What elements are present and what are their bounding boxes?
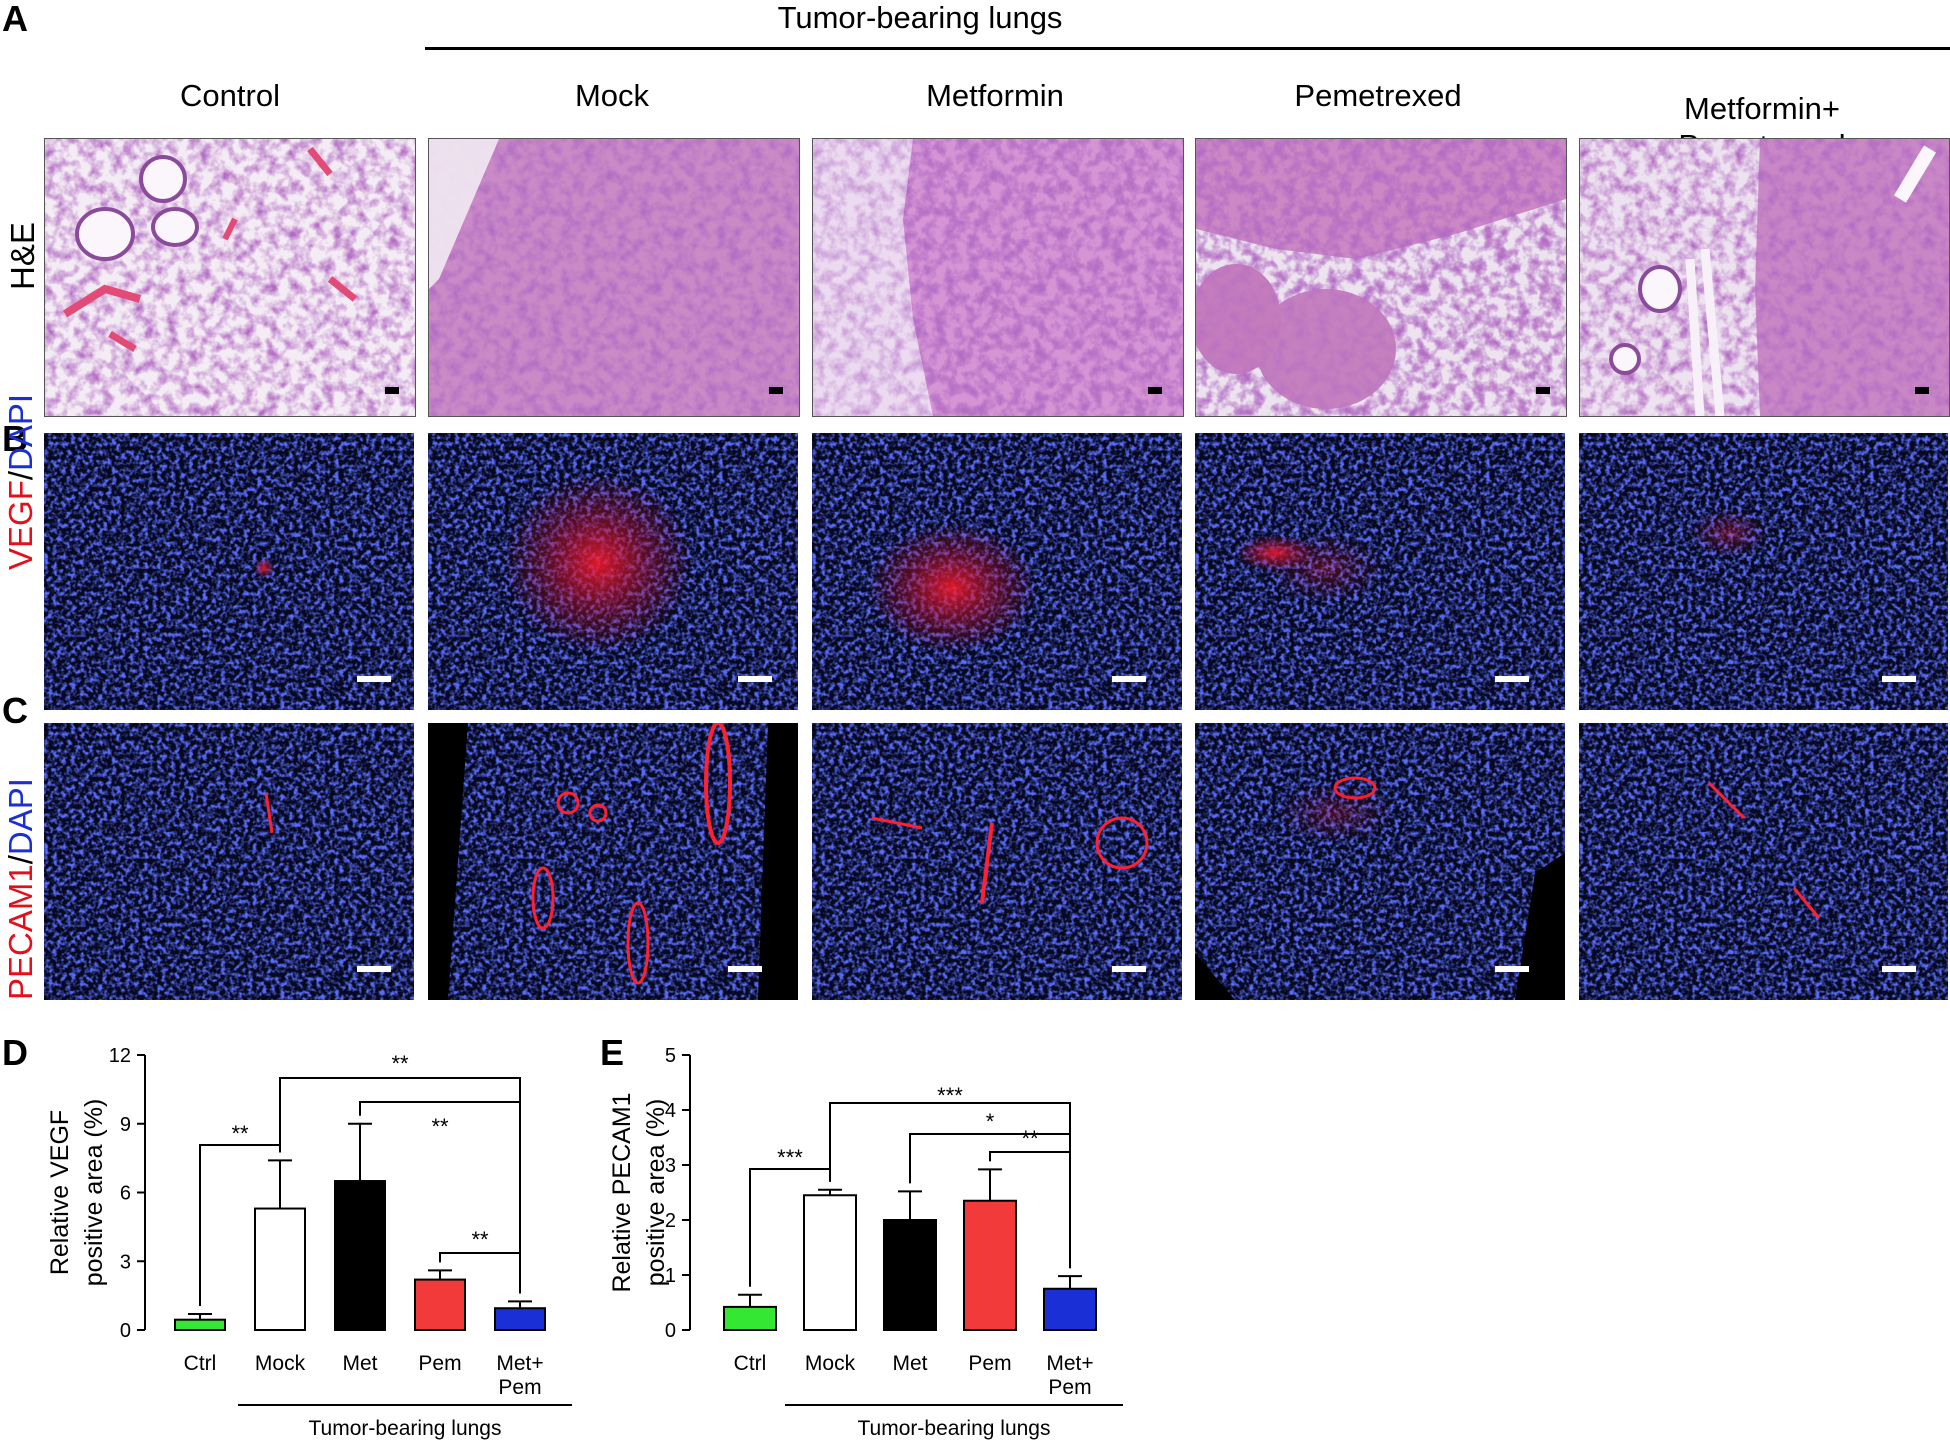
bar xyxy=(963,1199,1017,1331)
pecam1-marker-label: PECAM1 xyxy=(2,864,39,1000)
he-image-mock xyxy=(428,138,800,417)
column-label-mock: Mock xyxy=(574,78,650,113)
x-tick-label: Met+ Pem xyxy=(1046,1352,1093,1399)
vegf-dapi-label: DAPI xyxy=(2,393,39,471)
vegf-image-metformin xyxy=(812,433,1182,710)
vegf-separator: / xyxy=(2,470,39,481)
pecam1-image-pemetrexed xyxy=(1195,723,1565,1000)
vegf-image-mock xyxy=(428,433,798,710)
x-tick-label: Ctrl xyxy=(184,1352,217,1375)
he-image-metformin xyxy=(812,138,1184,417)
vegf-marker-label: VEGF xyxy=(2,480,39,570)
significance-bracket xyxy=(989,1151,1071,1269)
y-tick-label: 0 xyxy=(120,1320,131,1342)
scale-bar xyxy=(1112,676,1146,682)
chart-e: 0 1 2 3 4 5 Relative PECAM1 positive area (%) Ct… xyxy=(608,1045,1123,1440)
vegf-image-control xyxy=(44,433,414,710)
significance-label: ** xyxy=(1021,1126,1039,1151)
y-tick-label: 1 xyxy=(665,1265,676,1287)
group-label: Tumor-bearing lungs xyxy=(858,1417,1051,1440)
significance-label: ** xyxy=(231,1121,249,1146)
row-label-he: H&E xyxy=(4,222,41,290)
panel-label-d: D xyxy=(2,1032,28,1073)
significance-label: ** xyxy=(431,1114,449,1139)
he-image-combination xyxy=(1579,138,1950,417)
significance-bracket xyxy=(359,1101,521,1294)
significance-bracket xyxy=(279,1077,521,1294)
significance-label: * xyxy=(986,1109,995,1134)
x-tick-label: Mock xyxy=(805,1352,856,1375)
significance-label: ** xyxy=(391,1051,409,1076)
y-tick-label: 2 xyxy=(665,1210,676,1232)
tumor-bearing-header: Tumor-bearing lungs xyxy=(777,0,1063,35)
vegf-image-combination xyxy=(1579,433,1948,710)
y-axis-label: Relative VEGF positive area (%) xyxy=(46,1099,108,1287)
scale-bar xyxy=(1148,387,1162,394)
scale-bar xyxy=(1495,966,1529,972)
y-tick-label: 9 xyxy=(120,1114,131,1136)
bar xyxy=(174,1318,226,1331)
bar xyxy=(723,1305,777,1331)
column-label-pemetrexed: Pemetrexed xyxy=(1294,78,1462,113)
y-tick-label: 6 xyxy=(120,1183,131,1205)
y-tick-label: 12 xyxy=(109,1045,131,1067)
x-tick-label: Pem xyxy=(968,1352,1011,1375)
x-tick-label: Ctrl xyxy=(734,1352,767,1375)
bar xyxy=(494,1307,546,1331)
significance-label: *** xyxy=(937,1083,963,1108)
significance-label: *** xyxy=(777,1145,803,1170)
scale-bar xyxy=(1882,676,1916,682)
pecam1-image-metformin xyxy=(812,723,1182,1000)
scale-bar xyxy=(1882,966,1916,972)
x-tick-label: Met xyxy=(342,1352,377,1375)
panel-label-e: E xyxy=(600,1032,625,1073)
chart-d: 0 3 6 9 12 Relative VEGF positive area (%) Ctrl… xyxy=(46,1045,572,1440)
pecam1-image-mock xyxy=(428,723,798,1000)
y-axis-label: Relative PECAM1 positive area (%) xyxy=(608,1092,670,1292)
x-tick-label: Met+ Pem xyxy=(496,1352,543,1399)
x-tick-label: Met xyxy=(892,1352,927,1375)
pecam1-image-combination xyxy=(1579,723,1948,1000)
y-tick-label: 0 xyxy=(665,1320,676,1342)
scale-bar xyxy=(357,676,391,682)
x-tick-label: Mock xyxy=(255,1352,306,1375)
scale-bar xyxy=(738,676,772,682)
row-label-vegf: VEGF/DAPI xyxy=(2,394,40,570)
group-label: Tumor-bearing lungs xyxy=(309,1417,502,1440)
panel-label-b: B xyxy=(2,418,28,459)
bar xyxy=(803,1194,857,1331)
bar xyxy=(334,1180,386,1331)
vegf-image-pemetrexed xyxy=(1195,433,1565,710)
scale-bar xyxy=(385,387,399,394)
y-tick-label: 3 xyxy=(120,1251,131,1273)
scale-bar xyxy=(1495,676,1529,682)
scale-bar xyxy=(1112,966,1146,972)
significance-bracket xyxy=(439,1252,521,1294)
row-label-pecam1: PECAM1/DAPI xyxy=(2,778,40,1000)
panel-label-c: C xyxy=(2,690,28,731)
significance-label: ** xyxy=(471,1227,489,1252)
scale-bar xyxy=(1915,387,1929,394)
column-label-metformin: Metformin xyxy=(926,78,1064,113)
x-tick-label: Pem xyxy=(418,1352,461,1375)
scale-bar xyxy=(357,966,391,972)
scale-bar xyxy=(769,387,783,394)
bar xyxy=(1043,1287,1097,1331)
pecam1-dapi-label: DAPI xyxy=(2,778,39,856)
pecam1-separator: / xyxy=(2,855,39,865)
bar xyxy=(254,1207,306,1332)
scale-bar xyxy=(1536,387,1550,394)
panel-label-a: A xyxy=(2,0,28,39)
y-tick-label: 4 xyxy=(665,1100,676,1122)
scale-bar xyxy=(728,966,762,972)
header-underline xyxy=(425,47,1950,50)
y-tick-label: 3 xyxy=(665,1155,676,1177)
bar xyxy=(414,1278,466,1331)
bar xyxy=(883,1219,937,1331)
y-tick-label: 5 xyxy=(665,1045,676,1067)
he-image-control xyxy=(44,138,416,417)
he-image-pemetrexed xyxy=(1195,138,1567,417)
column-label-control: Control xyxy=(180,78,280,113)
pecam1-image-control xyxy=(44,723,414,1000)
